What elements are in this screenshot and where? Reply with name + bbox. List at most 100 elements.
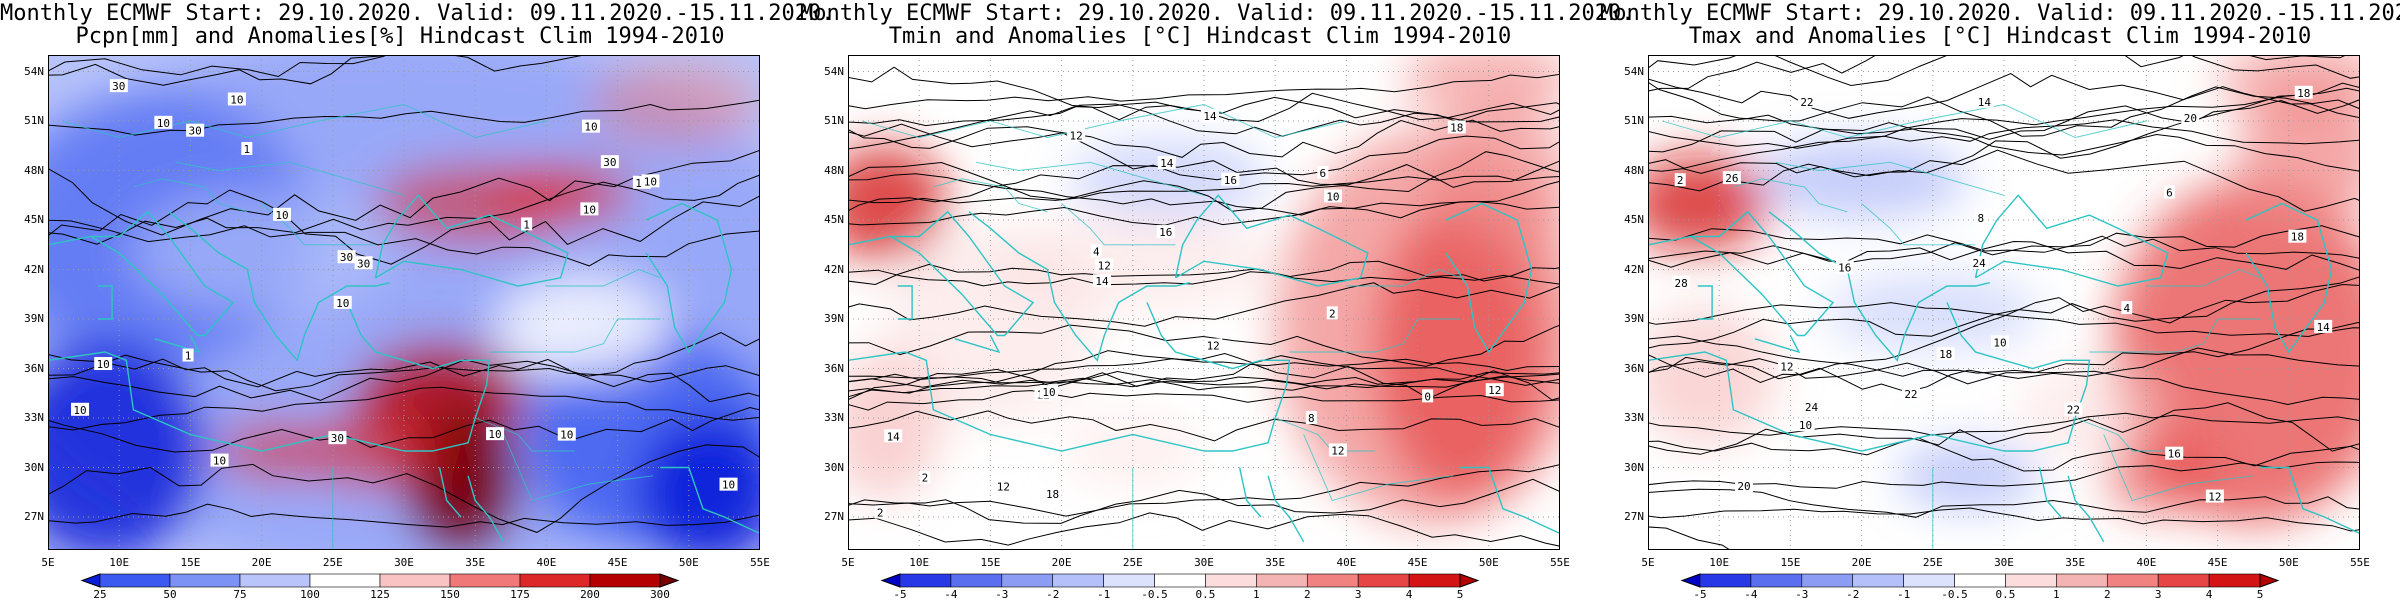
svg-text:22: 22: [1800, 96, 1813, 109]
contour-line: [848, 373, 1560, 394]
contour-line: [1648, 99, 2360, 153]
colorbar-segment: [169, 573, 241, 588]
svg-text:10: 10: [488, 428, 501, 441]
coastline: [48, 210, 235, 337]
svg-text:10: 10: [336, 297, 349, 310]
lat-tick-label: 42N: [824, 262, 844, 276]
lat-tick-label: 30N: [24, 460, 44, 474]
country-border: [489, 318, 661, 353]
svg-text:16: 16: [1159, 226, 1172, 239]
contour-label: 10: [227, 92, 246, 106]
contour-line: [848, 73, 1560, 110]
coastline: [1648, 210, 1835, 337]
svg-text:10: 10: [583, 203, 596, 216]
contour-line: [848, 512, 1560, 547]
coastline: [1768, 211, 1990, 362]
contour-label: 14: [1092, 274, 1111, 288]
contour-label: 30: [600, 155, 619, 169]
panel-title-line1: Monthly ECMWF Start: 29.10.2020. Valid: …: [1600, 1, 2400, 26]
contour-label: 16: [1221, 172, 1240, 187]
lat-tick-label: 54N: [1624, 64, 1644, 78]
contour-label: 10: [641, 174, 660, 188]
colorbar-tick-label: 4: [1405, 588, 1413, 601]
contour-label: 14: [2314, 319, 2333, 334]
country-border: [475, 417, 575, 452]
colorbar-segment: [239, 573, 311, 588]
colorbar-segment: [449, 573, 521, 588]
contour-line: [48, 354, 760, 403]
coastline: [2067, 475, 2105, 543]
contour-line: [1648, 437, 2360, 472]
svg-text:8: 8: [1977, 212, 1984, 225]
lon-tick-label: 45E: [2207, 556, 2228, 569]
contour-label: 1: [182, 348, 194, 363]
lat-tick-label: 36N: [1624, 361, 1644, 375]
anomaly-region: [1754, 139, 1969, 219]
svg-text:12: 12: [997, 480, 1010, 493]
coastline: [968, 211, 1190, 362]
contour-label: 18: [1043, 486, 1062, 501]
lon-tick-label: 5E: [1641, 556, 1655, 569]
colorbar-segment: [950, 573, 1003, 588]
contour-line: [848, 160, 1560, 212]
colorbar-arrow-high: [1459, 573, 1480, 588]
country-border: [2089, 318, 2261, 353]
svg-text:4: 4: [1093, 245, 1100, 258]
contour-lines: [1648, 55, 2360, 550]
anomaly-region: [48, 342, 205, 550]
colorbar-tick-label: 2: [1303, 588, 1311, 601]
contour-label: 2: [874, 505, 886, 520]
colorbar-tick-label: -4: [944, 588, 958, 601]
contour-line: [848, 269, 1560, 287]
contour-line: [1648, 488, 2360, 518]
lat-tick-label: 42N: [1624, 262, 1644, 276]
colorbar-tick-label: -5: [893, 588, 907, 601]
colorbar-segment: [589, 573, 661, 588]
contour-line: [1648, 347, 2360, 393]
svg-text:14: 14: [1160, 157, 1174, 170]
contour-label: 12: [1095, 258, 1114, 272]
svg-text:18: 18: [2297, 87, 2310, 100]
svg-text:6: 6: [2166, 187, 2173, 200]
anomaly-region: [638, 416, 760, 550]
colorbar-tick-label: -2: [1846, 588, 1860, 601]
contour-label: 18: [2288, 229, 2307, 244]
colorbar: [1680, 573, 2280, 588]
lat-tick-label: 39N: [1624, 312, 1644, 325]
contour-label: 8: [1305, 410, 1317, 425]
coastline: [438, 467, 462, 518]
lat-tick-label: 39N: [24, 312, 44, 325]
svg-text:10: 10: [1042, 386, 1055, 399]
contour-line: [848, 350, 1560, 398]
country-border: [1662, 104, 2147, 138]
lon-tick-label: 15E: [1780, 556, 1801, 569]
lon-tick-label: 55E: [2350, 556, 2370, 569]
svg-text:10: 10: [230, 93, 243, 106]
anomaly-region: [489, 163, 632, 224]
colorbar-tick-label: 4: [2205, 588, 2213, 601]
anomaly-shading: [1648, 55, 2360, 526]
colorbar-segment: [1801, 573, 1854, 588]
contour-label: 6: [2163, 185, 2175, 200]
contour-label: 12: [2205, 489, 2224, 504]
contour-label: 22: [1901, 386, 1920, 401]
colorbar-tick-label: -5: [1693, 588, 1707, 601]
colorbar-tick-label: -0.5: [1141, 588, 1168, 601]
contour-line: [848, 373, 1560, 390]
lat-tick-label: 48N: [24, 163, 44, 177]
country-border: [2146, 269, 2261, 287]
contour-line: [848, 478, 1560, 524]
contour-lines: [48, 55, 760, 533]
contour-line: [848, 102, 1560, 137]
country-border: [546, 269, 661, 287]
country-border: [2075, 417, 2175, 452]
map-plot-area: 2468101214161820222426281814121022202422…: [1648, 55, 2360, 550]
contour-line: [48, 149, 760, 236]
contour-label: 12: [1067, 128, 1086, 142]
anomaly-region: [2018, 361, 2161, 461]
colorbar-segment: [1357, 573, 1410, 588]
anomaly-region: [589, 64, 760, 145]
country-border: [1346, 269, 1461, 287]
contour-label: 10: [273, 207, 292, 222]
svg-text:18: 18: [1450, 121, 1463, 134]
